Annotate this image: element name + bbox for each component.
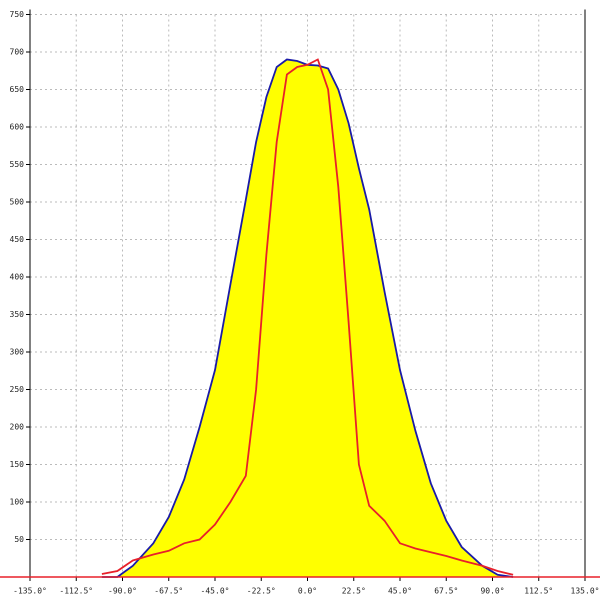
y-tick-label: 700: [10, 48, 25, 57]
x-tick-label: 45.0°: [388, 587, 412, 596]
x-tick-label: -90.0°: [108, 587, 137, 596]
y-tick-label: 650: [10, 85, 25, 94]
x-tick-label: 112.5°: [524, 587, 553, 596]
area-fill: [101, 59, 514, 577]
y-tick-label: 150: [10, 460, 25, 469]
y-tick-label: 300: [10, 348, 25, 357]
x-tick-label: 0.0°: [298, 587, 317, 596]
x-tick-label: -135.0°: [13, 587, 47, 596]
x-tick-label: 67.5°: [434, 587, 458, 596]
y-tick-label: 100: [10, 498, 25, 507]
y-tick-label: 50: [14, 535, 24, 544]
y-tick-label: 400: [10, 273, 25, 282]
y-tick-label: 550: [10, 160, 25, 169]
x-tick-label: -22.5°: [247, 587, 276, 596]
y-tick-label: 450: [10, 235, 25, 244]
x-tick-label: 90.0°: [480, 587, 504, 596]
x-tick-label: 22.5°: [342, 587, 366, 596]
x-tick-label: -45.0°: [201, 587, 230, 596]
y-tick-label: 350: [10, 310, 25, 319]
y-tick-label: 750: [10, 10, 25, 19]
y-tick-label: 250: [10, 385, 25, 394]
y-tick-label: 200: [10, 423, 25, 432]
x-tick-label: 135.0°: [571, 587, 600, 596]
series-line: [101, 58, 514, 576]
x-tick-label: -112.5°: [59, 587, 93, 596]
x-tick-label: -67.5°: [154, 587, 183, 596]
y-tick-label: 500: [10, 198, 25, 207]
y-tick-label: 600: [10, 123, 25, 132]
